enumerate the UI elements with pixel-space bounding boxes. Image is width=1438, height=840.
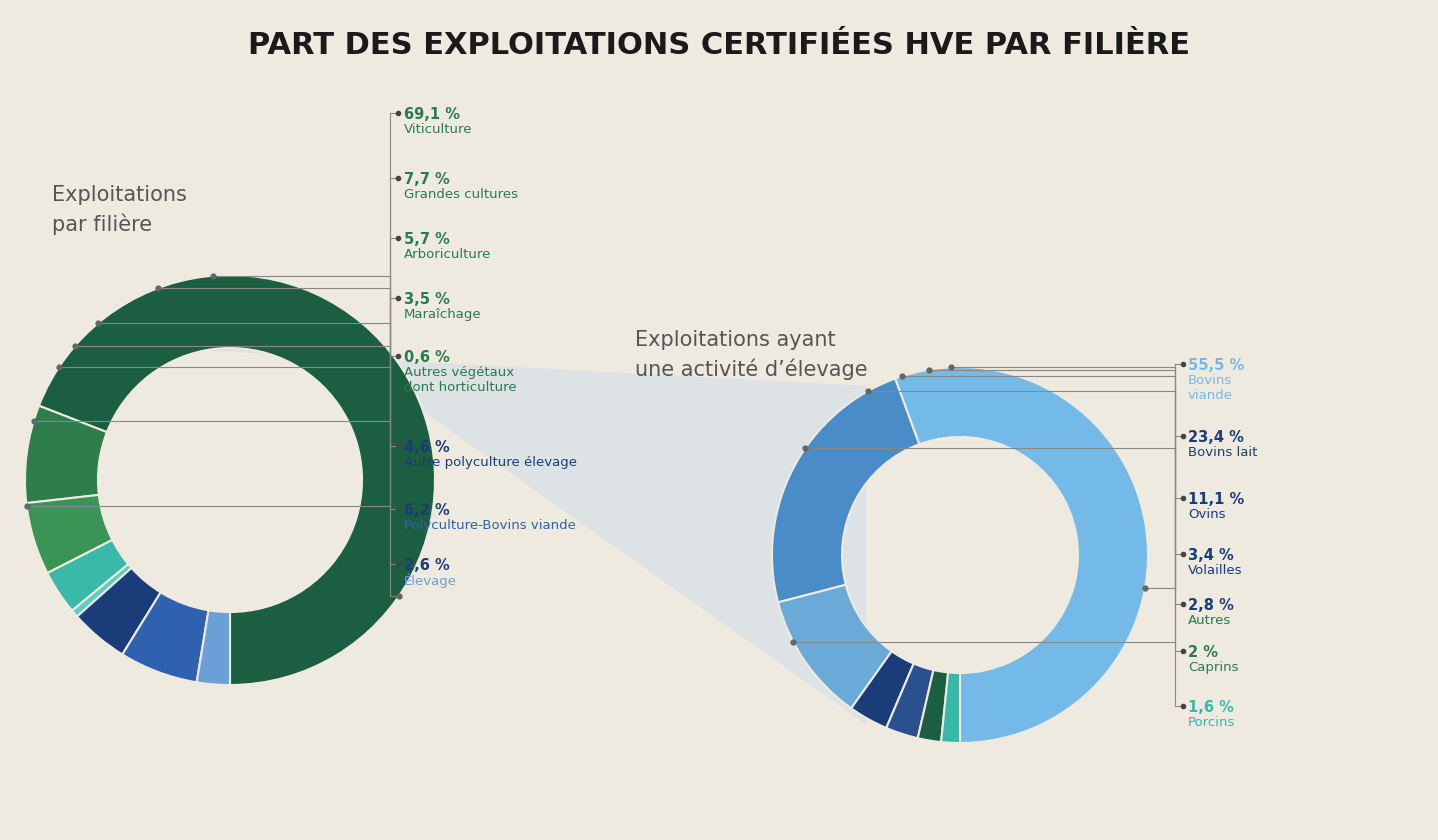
Wedge shape <box>894 367 1148 743</box>
Wedge shape <box>197 610 230 685</box>
Wedge shape <box>772 379 919 602</box>
Text: Exploitations ayant
une activité d’élevage: Exploitations ayant une activité d’éleva… <box>636 330 867 381</box>
Text: Ovins: Ovins <box>1188 508 1225 521</box>
Wedge shape <box>78 568 161 654</box>
Wedge shape <box>39 275 436 685</box>
Text: 2 %: 2 % <box>1188 645 1218 660</box>
Text: Autres végétaux
dont horticulture: Autres végétaux dont horticulture <box>404 366 516 394</box>
Text: Porcins: Porcins <box>1188 716 1235 729</box>
Text: Bovins lait: Bovins lait <box>1188 446 1257 459</box>
Text: Autre polyculture élevage: Autre polyculture élevage <box>404 456 577 469</box>
Wedge shape <box>47 540 128 611</box>
Text: 4,6 %: 4,6 % <box>404 440 450 455</box>
Text: 3,4 %: 3,4 % <box>1188 548 1234 563</box>
Text: Élevage: Élevage <box>404 574 457 589</box>
Text: 2,8 %: 2,8 % <box>1188 598 1234 613</box>
Text: Caprins: Caprins <box>1188 661 1238 674</box>
Wedge shape <box>917 670 948 742</box>
Text: Polyculture-Bovins viande: Polyculture-Bovins viande <box>404 519 575 532</box>
Text: Volailles: Volailles <box>1188 564 1242 577</box>
Text: 0,6 %: 0,6 % <box>404 350 450 365</box>
Text: 11,1 %: 11,1 % <box>1188 492 1244 507</box>
Wedge shape <box>778 585 892 708</box>
Text: Exploitations
par filière: Exploitations par filière <box>52 185 187 235</box>
Wedge shape <box>72 564 131 617</box>
Text: 5,7 %: 5,7 % <box>404 232 450 247</box>
Text: Viticulture: Viticulture <box>404 123 473 136</box>
Text: 3,5 %: 3,5 % <box>404 292 450 307</box>
Text: 23,4 %: 23,4 % <box>1188 430 1244 445</box>
Wedge shape <box>940 672 961 743</box>
Text: 2,6 %: 2,6 % <box>404 558 450 573</box>
Text: Maraîchage: Maraîchage <box>404 308 482 321</box>
Text: Bovins
viande: Bovins viande <box>1188 374 1232 402</box>
Text: 55,5 %: 55,5 % <box>1188 358 1244 373</box>
Text: 7,7 %: 7,7 % <box>404 172 450 187</box>
Wedge shape <box>122 592 209 682</box>
Wedge shape <box>851 651 913 728</box>
Text: 1,6 %: 1,6 % <box>1188 700 1234 715</box>
Text: PART DES EXPLOITATIONS CERTIFIÉES HVE PAR FILIÈRE: PART DES EXPLOITATIONS CERTIFIÉES HVE PA… <box>247 31 1191 60</box>
Text: 69,1 %: 69,1 % <box>404 107 460 122</box>
Text: 6,2 %: 6,2 % <box>404 503 450 518</box>
Text: Arboriculture: Arboriculture <box>404 248 492 261</box>
Text: Grandes cultures: Grandes cultures <box>404 188 518 201</box>
Wedge shape <box>26 495 112 573</box>
Text: Autres: Autres <box>1188 614 1231 627</box>
Wedge shape <box>886 664 933 738</box>
Wedge shape <box>24 406 106 503</box>
Polygon shape <box>78 275 866 724</box>
